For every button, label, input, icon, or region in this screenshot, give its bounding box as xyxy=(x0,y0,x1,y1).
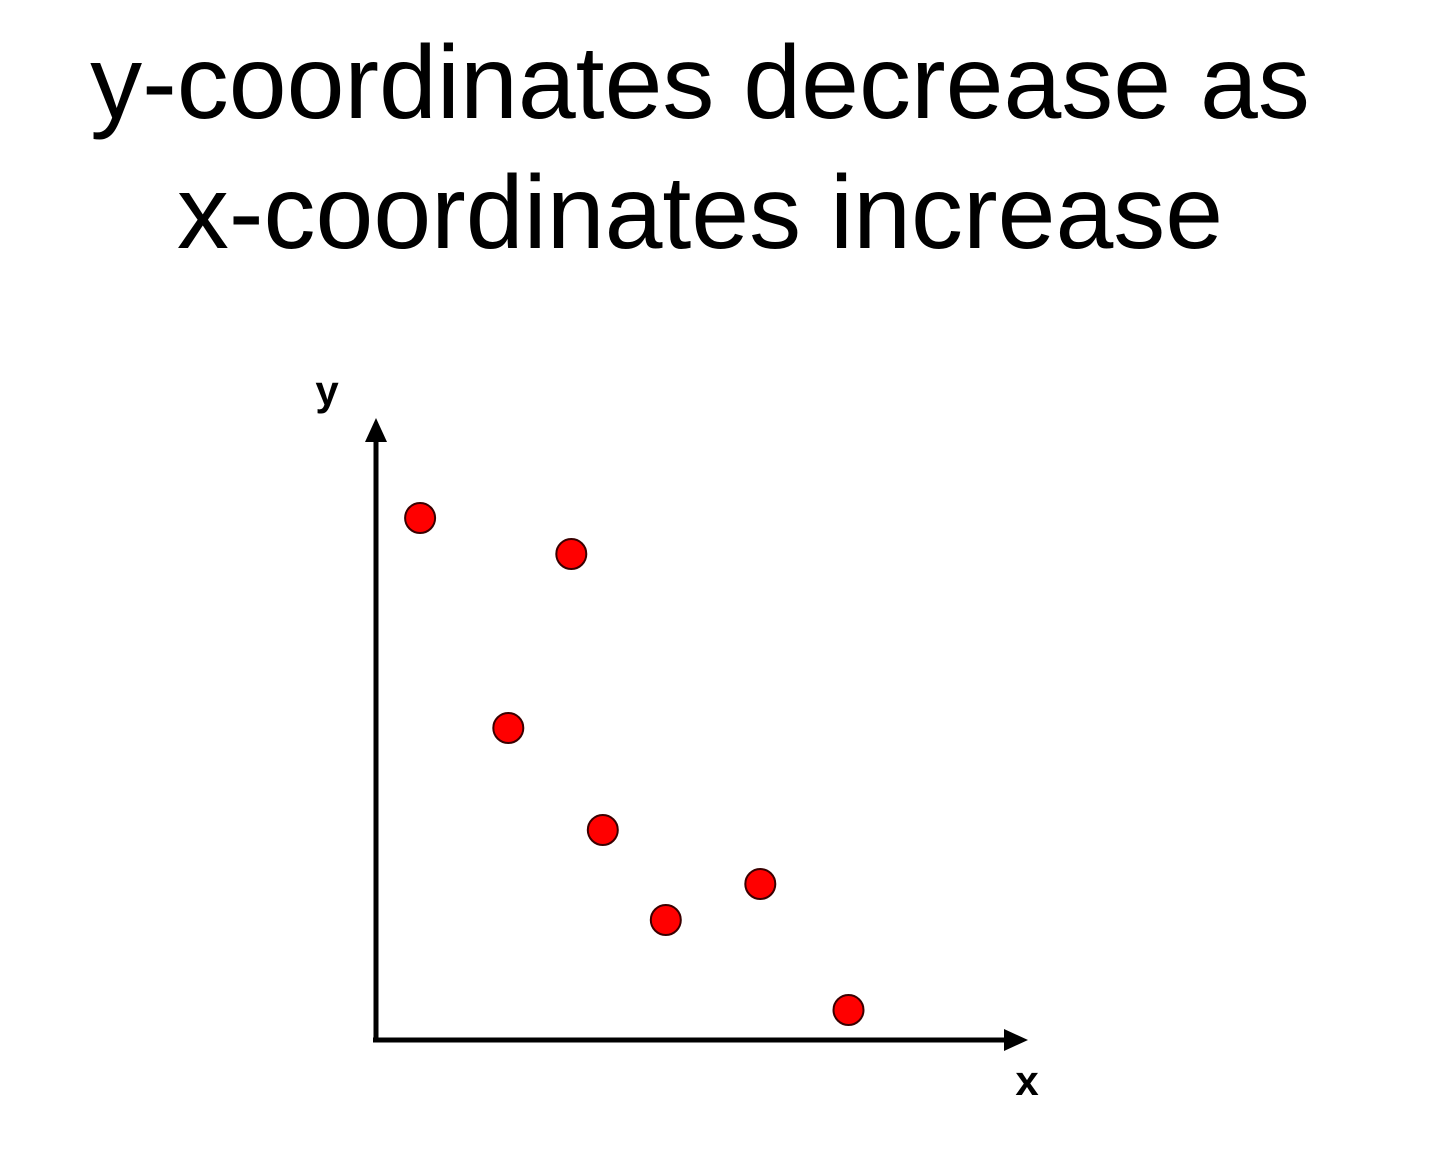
data-point-4 xyxy=(586,814,619,846)
chart-title-line-1: y-coordinates decrease as xyxy=(90,25,1310,141)
chart-title: y-coordinates decrease as x-coordinates … xyxy=(0,18,1400,278)
x-axis-label: x xyxy=(1015,1057,1039,1104)
y-axis-arrow-icon xyxy=(365,418,387,442)
data-points xyxy=(404,502,865,1026)
x-axis-arrow-icon xyxy=(1004,1029,1028,1051)
data-point-6 xyxy=(744,868,777,900)
y-axis-label: y xyxy=(315,367,339,414)
data-point-1 xyxy=(404,502,437,534)
data-point-7 xyxy=(832,994,865,1026)
data-point-5 xyxy=(649,904,682,936)
data-point-3 xyxy=(492,712,525,744)
chart-title-line-2: x-coordinates increase xyxy=(176,155,1224,271)
data-point-2 xyxy=(555,538,588,570)
